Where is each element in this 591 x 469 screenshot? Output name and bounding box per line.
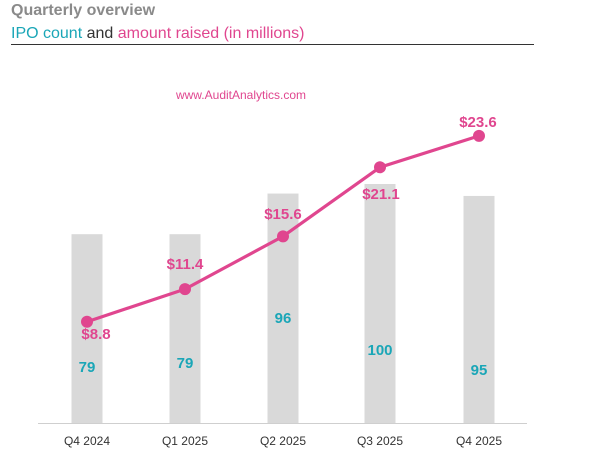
watermark-text: www.AuditAnalytics.com (175, 88, 306, 102)
line-label-0: $8.8 (81, 326, 110, 343)
x-tick-label-3: Q3 2025 (357, 434, 403, 448)
bar-label-1: 79 (177, 355, 194, 372)
line-point-4 (473, 129, 485, 142)
bar-label-0: 79 (79, 359, 96, 376)
subtitle-connector: and (86, 25, 114, 42)
line-point-0 (81, 315, 93, 328)
bar-0 (71, 234, 103, 423)
subtitle-amount-label: amount raised (in millions) (117, 25, 305, 42)
x-tick-label-0: Q4 2024 (64, 434, 110, 448)
x-tick-label-1: Q1 2025 (162, 434, 208, 448)
line-point-2 (277, 230, 289, 243)
line-label-2: $15.6 (264, 206, 302, 223)
x-tick-label-2: Q2 2025 (260, 434, 306, 448)
line-point-1 (179, 283, 191, 296)
bar-label-4: 95 (471, 362, 488, 379)
subtitle-count-label: IPO count (11, 25, 83, 42)
header-rule (11, 44, 534, 45)
chart-subtitle: IPO count and amount raised (in millions… (11, 25, 305, 43)
bar-3 (364, 184, 396, 423)
bar-label-3: 100 (367, 342, 392, 359)
bar-4 (463, 195, 495, 423)
x-tick-label-4: Q4 2025 (456, 434, 502, 448)
line-label-3: $21.1 (362, 186, 400, 203)
line-label-4: $23.6 (459, 114, 497, 131)
bar-label-2: 96 (275, 310, 292, 327)
bar-1 (169, 234, 201, 423)
line-point-3 (374, 161, 386, 174)
chart-title: Quarterly overview (11, 2, 156, 19)
line-label-1: $11.4 (167, 256, 204, 273)
